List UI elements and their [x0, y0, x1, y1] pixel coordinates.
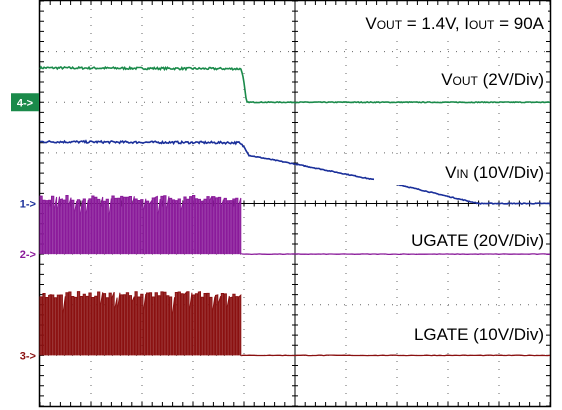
- channel-marker: 4->: [17, 97, 33, 109]
- series-label: UGATE (20V/Div): [411, 231, 544, 250]
- channel-marker-box: [11, 93, 39, 112]
- series-label-bg: [374, 66, 544, 92]
- text-run: = 90A: [494, 14, 544, 33]
- trace-3: [39, 291, 551, 357]
- text-run: V: [365, 14, 377, 33]
- text-run: V: [441, 70, 453, 89]
- series-label: LGATE (10V/Div): [414, 325, 544, 344]
- text-run: (2V/Div): [478, 70, 544, 89]
- series-label-bg: [374, 321, 544, 347]
- channel-markers: 4-> 1-> 2-> 3->: [11, 93, 39, 362]
- trace-line: [240, 354, 551, 357]
- trace-0: [39, 65, 551, 104]
- subscript: OUT: [377, 18, 403, 32]
- channel-marker: 1->: [20, 199, 36, 211]
- trace-line: [240, 253, 550, 256]
- switching-burst: [39, 291, 242, 356]
- series-label-bg: [374, 159, 544, 185]
- channel-marker: 3->: [20, 350, 36, 362]
- subscript: OUT: [469, 18, 495, 32]
- text-run: LGATE (10V/Div): [414, 325, 544, 344]
- subscript: OUT: [453, 74, 479, 88]
- text-run: UGATE (20V/Div): [411, 231, 544, 250]
- trace-1: [39, 139, 551, 205]
- channel-marker: 2->: [20, 249, 36, 261]
- switching-burst: [39, 195, 242, 255]
- conditions-annotation: VOUT = 1.4V, IOUT = 90A: [365, 14, 544, 33]
- traces: [39, 65, 551, 357]
- text-run: (10V/Div): [468, 163, 544, 182]
- trace-line: [39, 65, 551, 104]
- series-label: VIN (10V/Div): [445, 163, 544, 182]
- text-run: = 1.4V, I: [402, 14, 469, 33]
- series-label-bg: [374, 227, 544, 253]
- series-label: VOUT (2V/Div): [441, 70, 544, 89]
- text-run: V: [445, 163, 457, 182]
- trace-line: [39, 139, 551, 205]
- subscript: IN: [456, 167, 468, 181]
- trace-2: [39, 195, 550, 256]
- annotation-bg: [304, 6, 548, 36]
